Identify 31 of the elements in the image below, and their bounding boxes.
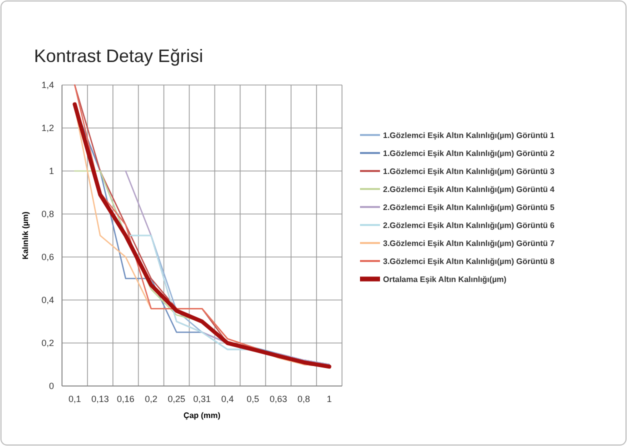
y-tick-label: 0,8 bbox=[41, 209, 54, 219]
x-tick-label: 0,16 bbox=[116, 394, 134, 404]
legend-label: 2.Gözlemci Eşik Altın Kalınlığı(µm) Görüntü 5 bbox=[383, 203, 555, 212]
legend-label: 1.Gözlemci Eşik Altın Kalınlığı(µm) Görüntü 3 bbox=[383, 167, 555, 176]
x-tick-label: 0,31 bbox=[193, 394, 211, 404]
x-axis-title: Çap (mm) bbox=[184, 411, 221, 420]
x-tick-label: 0,1 bbox=[68, 394, 81, 404]
y-tick-label: 1,2 bbox=[41, 123, 54, 133]
legend-label: 2.Gözlemci Eşik Altın Kalınlığı(µm) Görüntü 6 bbox=[383, 221, 555, 230]
legend-label: 3.Gözlemci Eşik Altın Kalınlığı(µm) Görüntü 8 bbox=[383, 257, 555, 266]
legend-label: 1.Gözlemci Eşik Altın Kalınlığı(µm) Görüntü 1 bbox=[383, 131, 555, 140]
x-tick-label: 0,8 bbox=[298, 394, 310, 404]
chart-title: Kontrast Detay Eğrisi bbox=[34, 46, 204, 66]
x-tick-label: 0,25 bbox=[168, 394, 186, 404]
y-tick-label: 0,4 bbox=[41, 295, 54, 305]
y-tick-label: 0,6 bbox=[41, 252, 54, 262]
legend-label: 2.Gözlemci Eşik Altın Kalınlığı(µm) Görüntü 4 bbox=[383, 185, 555, 194]
y-tick-label: 0,2 bbox=[41, 338, 54, 348]
legend-label: Ortalama Eşik Altın Kalınlığı(µm) bbox=[383, 275, 507, 284]
x-tick-label: 0,4 bbox=[221, 394, 234, 404]
x-tick-label: 0,2 bbox=[144, 394, 158, 404]
legend-label: 3.Gözlemci Eşik Altın Kalınlığı(µm) Görüntü 7 bbox=[383, 239, 555, 248]
y-tick-label: 1,4 bbox=[41, 80, 54, 90]
x-tick-label: 1 bbox=[326, 394, 332, 404]
y-tick-label: 0 bbox=[48, 381, 54, 391]
legend-label: 1.Gözlemci Eşik Altın Kalınlığı(µm) Görüntü 2 bbox=[383, 149, 555, 158]
y-axis-title: Kalınlık (µm) bbox=[21, 211, 30, 260]
x-tick-label: 0,5 bbox=[246, 394, 260, 404]
x-tick-label: 0,63 bbox=[270, 394, 288, 404]
y-tick-label: 1 bbox=[48, 166, 54, 176]
x-tick-label: 0,13 bbox=[91, 394, 109, 404]
